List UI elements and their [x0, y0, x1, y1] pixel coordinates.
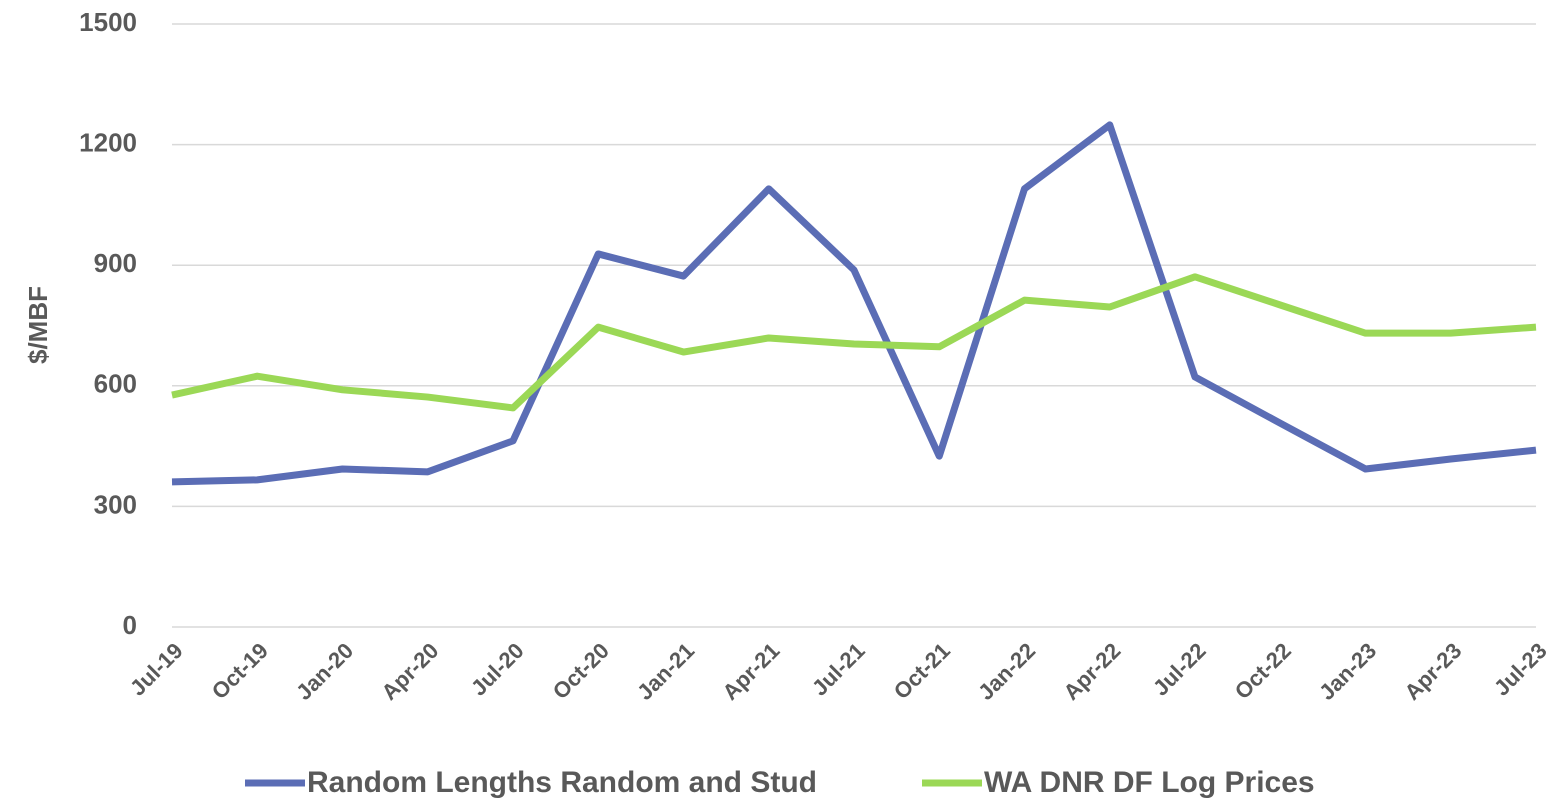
x-tick-label: Apr-21: [717, 638, 784, 705]
y-tick-label: 1500: [79, 7, 137, 37]
series-line: [171, 273, 1537, 412]
y-tick-label: 0: [123, 610, 137, 640]
x-tick-label: Jan-23: [1314, 638, 1381, 705]
x-tick-label: Jul-19: [125, 638, 188, 701]
y-tick-label: 600: [94, 369, 137, 399]
x-tick-label: Jul-22: [1148, 638, 1211, 701]
x-tick-label: Oct-19: [207, 638, 273, 704]
x-tick-label: Apr-22: [1058, 638, 1125, 705]
x-tick-label: Oct-21: [889, 638, 955, 704]
x-tick-label: Apr-23: [1399, 638, 1466, 705]
x-tick-label: Oct-22: [1230, 638, 1296, 704]
legend-label: WA DNR DF Log Prices: [984, 766, 1315, 799]
y-tick-label: 300: [94, 489, 137, 519]
x-tick-label: Jan-21: [632, 638, 699, 705]
legend-label: Random Lengths Random and Stud: [307, 766, 817, 799]
x-tick-label: Oct-20: [548, 638, 614, 704]
x-tick-label: Jan-22: [973, 638, 1040, 705]
x-tick-label: Apr-20: [376, 638, 443, 705]
x-tick-label: Jul-21: [807, 638, 870, 701]
x-tick-label: Jul-20: [466, 638, 529, 701]
x-tick-label: Jul-23: [1489, 638, 1548, 701]
x-tick-label: Jan-20: [291, 638, 358, 705]
y-axis-label: $/MBF: [23, 286, 53, 364]
y-tick-label: 1200: [79, 127, 137, 157]
y-tick-label: 900: [94, 248, 137, 278]
series-line: [171, 121, 1537, 486]
